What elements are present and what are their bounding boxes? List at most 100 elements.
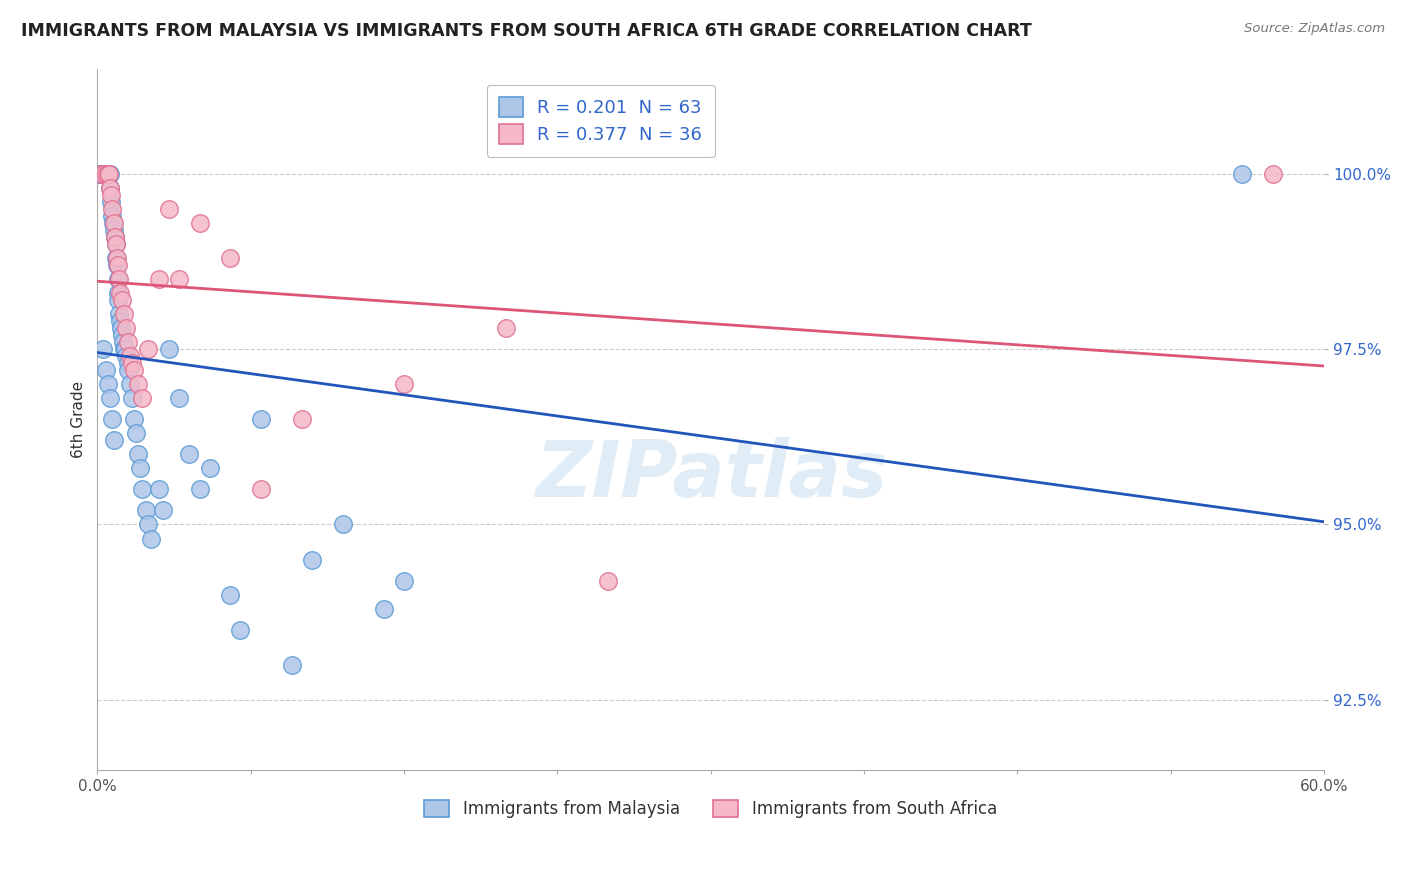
Point: [110, 321, 132, 335]
Point: [157, 202, 180, 216]
Point: [100, 187, 122, 202]
Point: [122, 363, 145, 377]
Point: [104, 236, 127, 251]
Point: [117, 335, 139, 350]
Point: [107, 272, 129, 286]
Point: [167, 391, 190, 405]
Point: [94, 167, 117, 181]
Text: ZIPatlas: ZIPatlas: [534, 437, 887, 514]
Point: [100, 202, 122, 216]
Point: [93, 167, 115, 181]
Point: [179, 447, 201, 461]
Text: Source: ZipAtlas.com: Source: ZipAtlas.com: [1244, 22, 1385, 36]
Point: [198, 461, 221, 475]
Point: [105, 258, 128, 272]
Point: [138, 517, 160, 532]
Point: [157, 342, 180, 356]
Point: [108, 285, 131, 300]
Point: [91, 167, 114, 181]
Point: [127, 377, 149, 392]
Point: [103, 223, 125, 237]
Point: [101, 216, 124, 230]
Point: [115, 349, 138, 363]
Point: [301, 552, 323, 566]
Text: IMMIGRANTS FROM MALAYSIA VS IMMIGRANTS FROM SOUTH AFRICA 6TH GRADE CORRELATION C: IMMIGRANTS FROM MALAYSIA VS IMMIGRANTS F…: [21, 22, 1032, 40]
Point: [1230, 167, 1253, 181]
Point: [104, 230, 127, 244]
Point: [117, 356, 139, 370]
Point: [97, 167, 120, 181]
Point: [250, 412, 273, 426]
Point: [495, 321, 517, 335]
Point: [219, 251, 242, 265]
Point: [93, 342, 115, 356]
Point: [373, 601, 395, 615]
Point: [332, 517, 354, 532]
Point: [108, 272, 131, 286]
Point: [98, 391, 121, 405]
Point: [97, 377, 120, 392]
Point: [111, 328, 134, 343]
Point: [97, 167, 120, 181]
Point: [89, 167, 111, 181]
Point: [90, 167, 112, 181]
Point: [114, 342, 136, 356]
Point: [598, 574, 620, 588]
Point: [117, 363, 139, 377]
Point: [121, 391, 143, 405]
Point: [100, 412, 122, 426]
Point: [129, 461, 152, 475]
Legend: Immigrants from Malaysia, Immigrants from South Africa: Immigrants from Malaysia, Immigrants fro…: [418, 793, 1004, 825]
Point: [103, 216, 125, 230]
Point: [135, 503, 157, 517]
Point: [131, 391, 153, 405]
Point: [120, 349, 142, 363]
Point: [392, 574, 415, 588]
Point: [108, 314, 131, 328]
Point: [97, 167, 120, 181]
Point: [392, 377, 415, 392]
Point: [1261, 167, 1284, 181]
Point: [97, 167, 120, 181]
Point: [115, 321, 138, 335]
Point: [152, 503, 174, 517]
Point: [90, 167, 112, 181]
Point: [139, 532, 162, 546]
Point: [104, 251, 127, 265]
Point: [219, 588, 242, 602]
Point: [250, 483, 273, 497]
Point: [229, 623, 252, 637]
Point: [100, 194, 122, 209]
Point: [120, 377, 142, 392]
Point: [107, 293, 129, 307]
Point: [291, 412, 314, 426]
Point: [127, 447, 149, 461]
Point: [107, 258, 129, 272]
Point: [104, 230, 127, 244]
Point: [98, 181, 121, 195]
Point: [104, 236, 127, 251]
Point: [111, 293, 134, 307]
Point: [112, 342, 135, 356]
Point: [98, 167, 121, 181]
Point: [122, 412, 145, 426]
Point: [280, 657, 302, 672]
Point: [94, 363, 117, 377]
Point: [112, 307, 135, 321]
Point: [93, 167, 115, 181]
Point: [111, 335, 134, 350]
Point: [108, 307, 131, 321]
Point: [93, 167, 115, 181]
Point: [121, 356, 143, 370]
Point: [125, 426, 148, 441]
Point: [131, 483, 153, 497]
Point: [188, 483, 211, 497]
Point: [105, 251, 128, 265]
Point: [98, 181, 121, 195]
Point: [167, 272, 190, 286]
Point: [100, 209, 122, 223]
Y-axis label: 6th Grade: 6th Grade: [72, 381, 86, 458]
Point: [94, 167, 117, 181]
Point: [148, 272, 170, 286]
Point: [188, 216, 211, 230]
